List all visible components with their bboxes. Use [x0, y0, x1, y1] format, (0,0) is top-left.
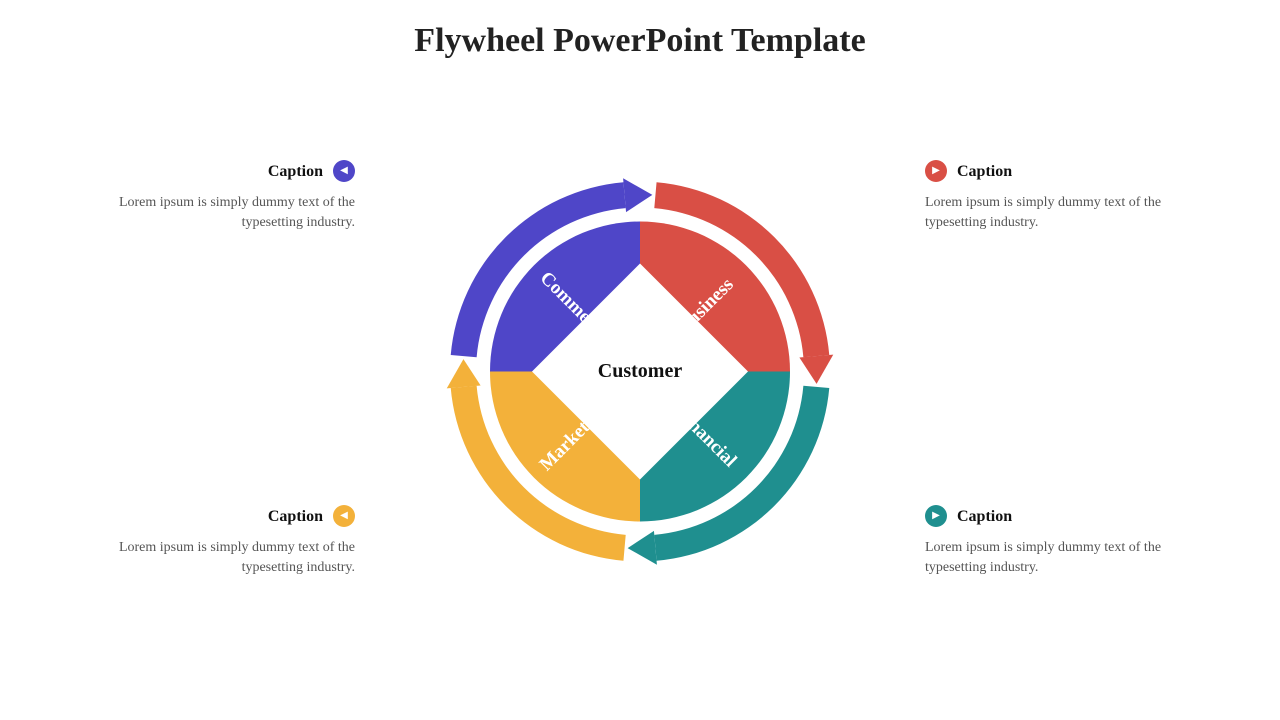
slide: Flywheel PowerPoint Template ◀ Caption L… — [0, 0, 1280, 720]
arrow-left-icon: ◀ — [333, 160, 355, 182]
arrow-left-icon: ◀ — [333, 505, 355, 527]
center-label: Customer — [598, 360, 682, 383]
caption-bottom-left: ◀ Caption Lorem ipsum is simply dummy te… — [95, 505, 355, 579]
caption-top-right: ▶ Caption Lorem ipsum is simply dummy te… — [925, 160, 1185, 234]
caption-body: Lorem ipsum is simply dummy text of the … — [925, 538, 1185, 579]
flywheel-diagram: CommerceBusinessFinancialMarketingCustom… — [430, 162, 850, 587]
slide-title: Flywheel PowerPoint Template — [0, 22, 1280, 60]
caption-title: Caption — [925, 505, 1185, 528]
caption-title: Caption — [95, 505, 355, 528]
caption-top-left: ◀ Caption Lorem ipsum is simply dummy te… — [95, 160, 355, 234]
caption-body: Lorem ipsum is simply dummy text of the … — [95, 193, 355, 234]
arrow-right-icon: ▶ — [925, 505, 947, 527]
caption-body: Lorem ipsum is simply dummy text of the … — [95, 538, 355, 579]
arrow-right-icon: ▶ — [925, 160, 947, 182]
caption-title: Caption — [925, 160, 1185, 183]
caption-body: Lorem ipsum is simply dummy text of the … — [925, 193, 1185, 234]
caption-bottom-right: ▶ Caption Lorem ipsum is simply dummy te… — [925, 505, 1185, 579]
caption-title: Caption — [95, 160, 355, 183]
